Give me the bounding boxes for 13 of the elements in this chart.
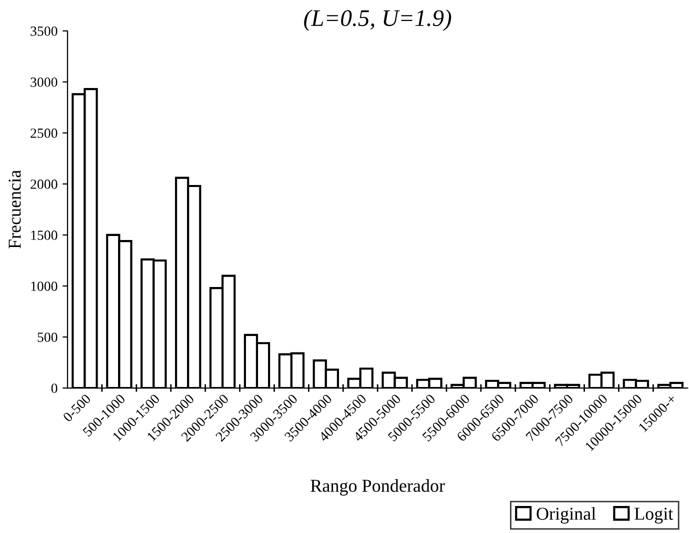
y-tick-label: 2000: [30, 180, 58, 189]
y-tick-label: 1000: [31, 282, 58, 291]
y-tick-label: 2500: [30, 128, 58, 138]
y-tick-label: 3500: [30, 26, 58, 36]
y-tick-label: 3000: [30, 78, 58, 87]
legend-label: Original: [536, 507, 596, 524]
y-axis-title: Frecuencia: [8, 170, 21, 249]
y-tick-label: 500: [38, 332, 58, 342]
legend-label: Logit: [634, 508, 674, 524]
y-tick-label: 0: [51, 384, 58, 393]
chart-title: (L=0.5, U=1.9): [304, 10, 452, 31]
y-tick-label: 1500: [31, 230, 58, 240]
x-axis-title: Rango Ponderador: [310, 479, 445, 496]
